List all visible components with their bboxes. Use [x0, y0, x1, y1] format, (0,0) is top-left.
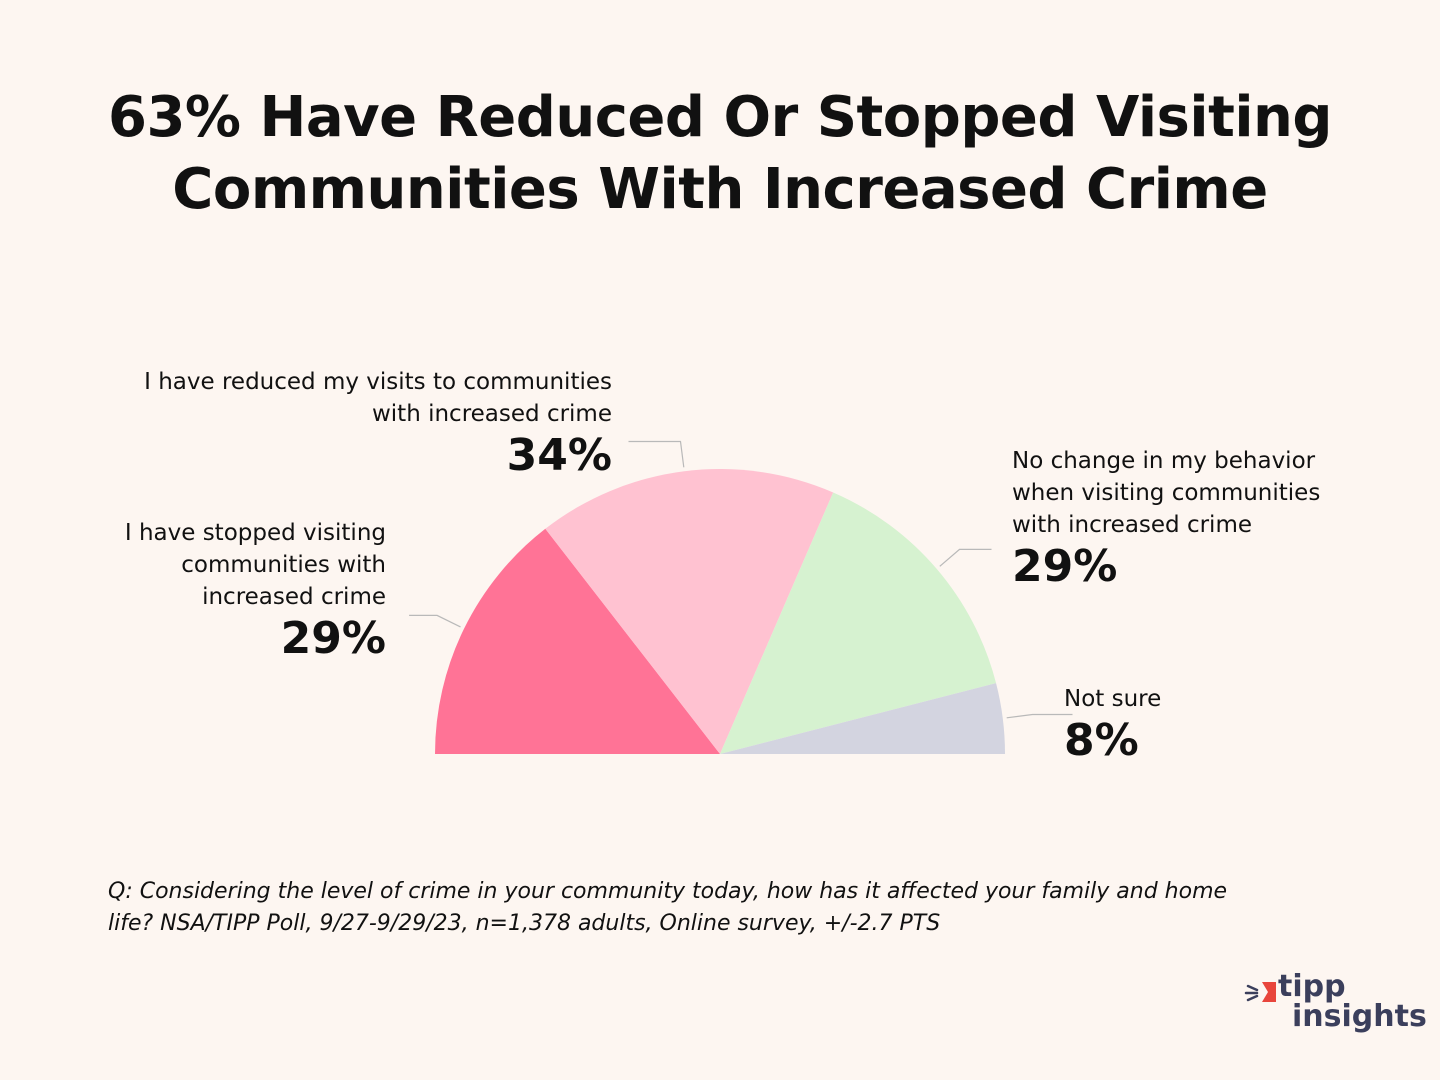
- slice-value-not-sure: 8%: [1064, 715, 1139, 766]
- slice-no-change-leader-line: [939, 548, 992, 567]
- slice-label-no-change: No change in my behavior when visiting c…: [1012, 445, 1320, 593]
- tipp-logo-mark-icon: [1244, 982, 1276, 1002]
- slice-label-no-change-line-2: when visiting communities: [1012, 480, 1321, 506]
- slice-stopped-leader-line: [409, 614, 461, 628]
- slice-not-sure-leader-line: [1006, 713, 1073, 719]
- slice-label-stopped-line-3: increased crime: [202, 584, 386, 610]
- slice-value-reduced: 34%: [506, 430, 612, 481]
- logo-word-insights: insights: [1292, 999, 1427, 1034]
- slice-no-change: [720, 492, 997, 754]
- slice-stopped: [435, 528, 720, 754]
- slice-label-not-sure-line-1: Not sure: [1064, 686, 1162, 712]
- slice-label-stopped-line-1: I have stopped visiting: [124, 520, 386, 546]
- slice-value-no-change: 29%: [1012, 541, 1118, 592]
- slice-reduced-leader-line: [628, 440, 685, 468]
- survey-footnote: Q: Considering the level of crime in you…: [108, 876, 1348, 940]
- slice-value-stopped: 29%: [280, 613, 386, 664]
- slice-not-sure: [720, 683, 1005, 754]
- slice-label-reduced-line-1: I have reduced my visits to communities: [144, 369, 612, 395]
- slice-reduced: [545, 469, 834, 754]
- tipp-insights-logo: tipp insights: [1244, 969, 1427, 1042]
- slice-label-no-change-line-1: No change in my behavior: [1012, 448, 1316, 474]
- chart-title-line-1: 63% Have Reduced Or Stopped Visiting: [107, 85, 1333, 150]
- slice-label-stopped-line-2: communities with: [181, 552, 386, 578]
- chart-title: 63% Have Reduced Or Stopped Visiting Com…: [0, 82, 1440, 226]
- slice-label-stopped: I have stopped visiting communities with…: [125, 517, 386, 665]
- footnote-line-1: Q: Considering the level of crime in you…: [108, 879, 1228, 904]
- slice-label-not-sure: Not sure 8%: [1064, 683, 1161, 767]
- slice-label-no-change-line-3: with increased crime: [1012, 512, 1253, 538]
- slice-label-reduced: I have reduced my visits to communities …: [144, 366, 612, 482]
- footnote-line-2: life? NSA/TIPP Poll, 9/27-9/29/23, n=1,3…: [108, 911, 941, 936]
- logo-word-tipp: tipp: [1278, 969, 1346, 1004]
- slice-label-reduced-line-2: with increased crime: [371, 401, 612, 427]
- chart-title-line-2: Communities With Increased Crime: [172, 157, 1268, 222]
